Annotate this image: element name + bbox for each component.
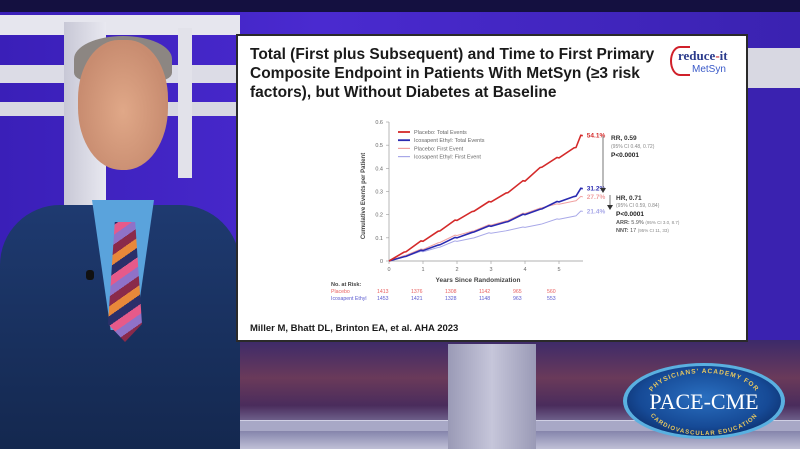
x-tick-label: 3: [489, 267, 492, 273]
y-tick-label: 0.6: [375, 120, 383, 126]
series-end-label: 27.7%: [587, 194, 606, 201]
at-risk-value: 1142: [479, 289, 490, 295]
svg-text:(95% CI 0.48, 0.72): (95% CI 0.48, 0.72): [611, 144, 655, 150]
at-risk-value: 1328: [445, 296, 457, 302]
rr-annotation: RR, 0.59 (95% CI 0.48, 0.72) P<0.0001: [600, 135, 655, 193]
y-tick-label: 0.5: [375, 143, 383, 149]
x-tick-label: 4: [523, 267, 526, 273]
y-axis: 0 0.1 0.2 0.3 0.4 0.5 0.6 Cumulative Events pe…: [361, 120, 390, 265]
series-line: [388, 195, 583, 262]
y-axis-label: Cumulative Events per Patient: [361, 153, 367, 239]
cumulative-events-chart: 0 0.1 0.2 0.3 0.4 0.5 0.6 Cumulative Events pe…: [331, 120, 680, 302]
ceiling: [0, 0, 800, 12]
at-risk-row-label: Placebo: [331, 289, 350, 295]
y-tick-label: 0.3: [375, 190, 383, 196]
logo-wordmark: reduce-it: [678, 48, 728, 64]
screen-stand: [448, 344, 536, 449]
at-risk-value: 1453: [377, 296, 389, 302]
x-tick-label: 0: [387, 267, 390, 273]
reduce-it-metsyn-logo: reduce-it MetSyn: [670, 46, 742, 78]
logo-dash: -: [715, 48, 720, 63]
citation: Miller M, Bhatt DL, Brinton EA, et al. A…: [250, 323, 459, 334]
lapel-mic-icon: [86, 270, 94, 280]
x-tick-label: 2: [455, 267, 458, 273]
y-tick-label: 0.4: [375, 166, 383, 172]
series-line: [388, 134, 583, 262]
svg-text:RR, 0.59: RR, 0.59: [611, 135, 637, 142]
legend-entry: Icosapent Ethyl: First Event: [414, 155, 481, 161]
at-risk-value: 1148: [479, 296, 490, 302]
y-tick-label: 0.1: [375, 236, 383, 242]
series-end-label: 54.1%: [587, 133, 606, 140]
series-line: [388, 187, 583, 262]
series-end-label: 21.4%: [587, 208, 606, 215]
svg-text:ARR: 5.9% (95% CI 3.0, 8.7): ARR: 5.9% (95% CI 3.0, 8.7): [616, 220, 680, 226]
at-risk-value: 1376: [411, 289, 423, 295]
series-line: [388, 210, 583, 262]
at-risk-value: 560: [547, 289, 556, 295]
hr-annotation: HR, 0.71 (95% CI 0.59, 0.84) P<0.0001 AR…: [607, 195, 680, 234]
legend-entry: Icosapent Ethyl: Total Events: [414, 138, 485, 144]
x-tick-label: 5: [557, 267, 560, 273]
number-at-risk-table: No. at Risk:Placebo 1413 1376 1308 1142 965 56…: [331, 282, 556, 302]
svg-text:P<0.0001: P<0.0001: [611, 152, 639, 159]
svg-text:PACE-CME: PACE-CME: [649, 389, 758, 414]
at-risk-value: 1308: [445, 289, 457, 295]
at-risk-value: 963: [513, 296, 522, 302]
series-end-label: 31.2%: [587, 186, 606, 193]
y-tick-label: 0.2: [375, 213, 383, 219]
at-risk-value: 553: [547, 296, 556, 302]
backdrop-right-panel: [748, 48, 800, 348]
presenter-head: [78, 40, 168, 170]
x-axis: 0 1 2 3 4 5 Years Since Randomization: [387, 260, 583, 284]
legend-entry: Placebo: First Event: [414, 146, 464, 152]
svg-text:HR, 0.71: HR, 0.71: [616, 195, 642, 202]
pace-cme-watermark-logo: PHYSICIANS' ACADEMY FOR CARDIOVASCULAR E…: [623, 363, 785, 439]
presenter: [0, 36, 240, 449]
slide-title: Total (First plus Subsequent) and Time t…: [250, 46, 655, 101]
chart-legend: Placebo: Total Events Icosapent Ethyl: To…: [398, 130, 485, 161]
logo-subtitle: MetSyn: [692, 64, 726, 75]
presenter-tie: [108, 222, 142, 342]
at-risk-row-label: Icosapent Ethyl: [331, 296, 366, 302]
presentation-slide: Total (First plus Subsequent) and Time t…: [236, 34, 748, 342]
at-risk-header: No. at Risk:: [331, 282, 361, 288]
heart-icon: [670, 46, 690, 76]
backdrop-pillar: [178, 28, 192, 178]
y-tick-label: 0: [380, 259, 383, 265]
x-tick-label: 1: [421, 267, 424, 273]
at-risk-value: 1421: [411, 296, 423, 302]
at-risk-value: 965: [513, 289, 522, 295]
x-axis-label: Years Since Randomization: [436, 277, 521, 284]
logo-main: reduce: [678, 48, 716, 63]
svg-text:(95% CI 0.59, 0.84): (95% CI 0.59, 0.84): [616, 203, 660, 209]
floor-band: [0, 420, 800, 431]
legend-entry: Placebo: Total Events: [414, 130, 467, 136]
end-labels: 54.1% 31.2%27.7% 21.4%: [587, 133, 606, 216]
backdrop-frame: [0, 15, 240, 35]
logo-suffix: it: [719, 48, 728, 63]
svg-text:NNT: 17 (95% CI 11, 33): NNT: 17 (95% CI 11, 33): [616, 228, 669, 234]
svg-text:P<0.0001: P<0.0001: [616, 211, 644, 218]
series-lines: [388, 134, 583, 262]
at-risk-value: 1413: [377, 289, 389, 295]
